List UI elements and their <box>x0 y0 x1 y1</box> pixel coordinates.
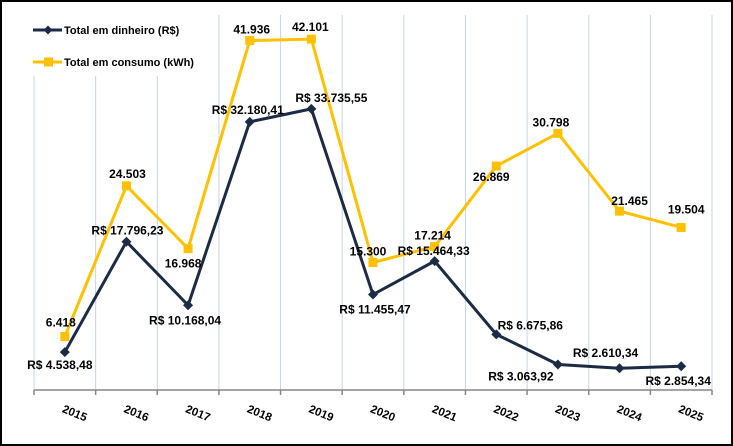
data-point-square <box>60 332 70 342</box>
data-label: R$ 33.735,55 <box>295 91 367 105</box>
x-tick-label: 2024 <box>615 404 644 425</box>
legend-background <box>30 14 210 76</box>
x-tick-label: 2016 <box>122 404 150 425</box>
data-point-diamond <box>183 300 194 311</box>
data-label: R$ 2.854,34 <box>645 374 711 388</box>
data-label: R$ 11.455,47 <box>339 303 411 317</box>
x-tick-label: 2025 <box>677 404 706 425</box>
legend-label: Total em consumo (kWh) <box>64 57 194 69</box>
data-point-square <box>183 244 193 254</box>
legend-square-icon <box>44 57 53 67</box>
x-axis: 2015 2016 2017 2018 2019 2020 2021 2022 2023 2024… <box>33 389 713 425</box>
legend-item-consumo[interactable]: Total em consumo (kWh) <box>33 57 194 69</box>
data-point-square <box>245 36 255 46</box>
data-label: 41.936 <box>233 23 270 37</box>
series-lines <box>59 34 687 374</box>
data-point-diamond <box>244 116 255 127</box>
series-consumo <box>60 34 686 342</box>
legend-diamond-icon <box>43 25 53 35</box>
data-label: 24.503 <box>109 167 146 181</box>
data-point-square <box>368 258 378 267</box>
legend: Total em dinheiro (R$) Total em consumo (… <box>30 14 210 76</box>
x-tick-label: 2015 <box>60 404 89 425</box>
data-point-diamond <box>306 103 317 114</box>
data-label: 6.418 <box>46 316 76 330</box>
data-point-diamond <box>552 359 563 370</box>
data-point-square <box>306 34 316 44</box>
x-tick-label: 2021 <box>430 404 459 425</box>
legend-item-dinheiro[interactable]: Total em dinheiro (R$) <box>33 25 180 37</box>
data-label: R$ 3.063,92 <box>488 369 554 383</box>
x-tick-label: 2019 <box>307 404 335 425</box>
data-point-diamond <box>491 329 502 340</box>
data-label: 26.869 <box>473 170 510 184</box>
data-label: 16.968 <box>165 257 202 271</box>
legend-label: Total em dinheiro (R$) <box>64 25 180 37</box>
data-label: 21.465 <box>611 194 648 208</box>
data-point-diamond <box>121 236 132 247</box>
data-label: R$ 6.675,86 <box>498 318 564 332</box>
x-tick-label: 2018 <box>245 404 274 425</box>
data-point-square <box>676 222 686 232</box>
x-tick-label: 2020 <box>369 404 397 425</box>
x-tick-label: 2022 <box>492 404 520 425</box>
data-label: 15.300 <box>350 245 387 259</box>
series-dinheiro <box>59 103 687 374</box>
data-label: R$ 4.538,48 <box>27 358 93 372</box>
data-point-diamond <box>614 363 625 374</box>
data-point-square <box>121 181 131 191</box>
data-labels: R$ 4.538,48 R$ 17.796,23 R$ 10.168,04 R$ 32… <box>27 20 711 388</box>
data-point-diamond <box>368 289 378 300</box>
data-label: R$ 32.180,41 <box>212 103 284 117</box>
data-point-diamond <box>59 347 70 358</box>
data-label: R$ 15.464,33 <box>398 244 470 258</box>
data-label: 42.101 <box>292 20 329 34</box>
data-label: R$ 17.796,23 <box>91 224 163 238</box>
data-point-square <box>553 128 563 138</box>
data-point-square <box>491 161 501 171</box>
data-point-square <box>615 206 625 216</box>
data-label: R$ 2.610,34 <box>573 346 639 360</box>
data-label: 30.798 <box>533 115 570 129</box>
x-tick-label: 2017 <box>184 404 212 425</box>
data-point-diamond <box>429 256 440 267</box>
data-point-diamond <box>676 361 687 372</box>
x-tick-label: 2023 <box>553 404 581 425</box>
data-label: 19.504 <box>668 202 705 216</box>
data-point-square <box>430 242 440 252</box>
data-label: R$ 10.168,04 <box>149 313 221 327</box>
data-label: 17.214 <box>414 229 451 243</box>
